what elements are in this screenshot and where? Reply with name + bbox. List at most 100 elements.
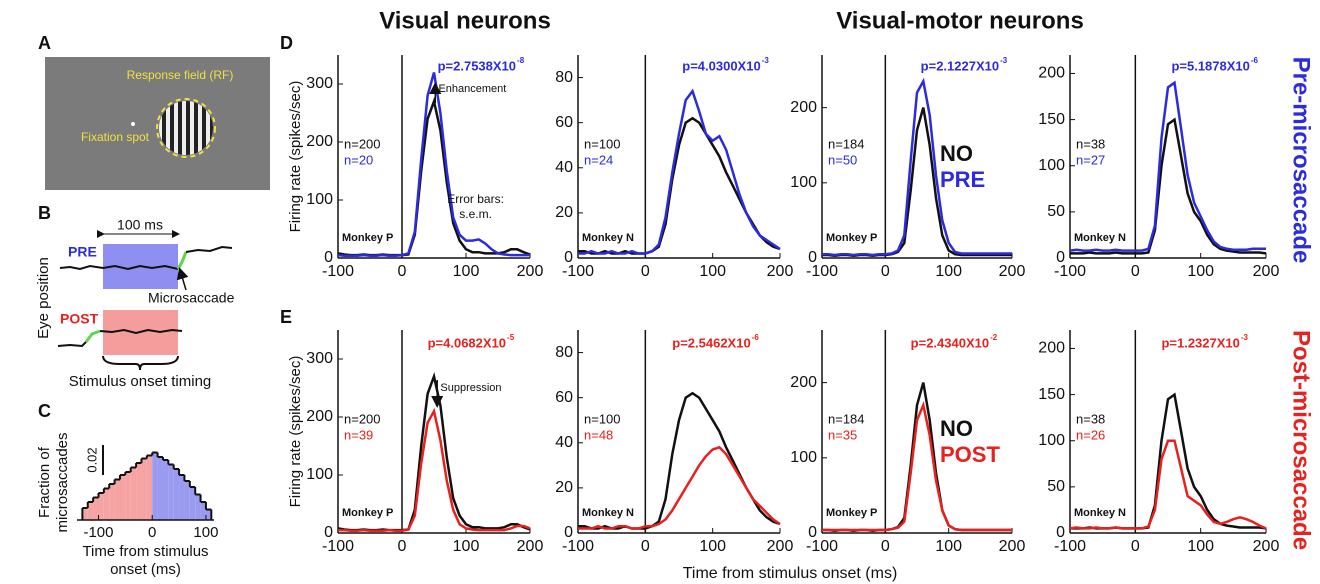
x-tick-label: 200 [999,538,1026,555]
x-tick-label: 200 [767,263,794,280]
x-tick-label: 100 [1187,263,1214,280]
x-axis-label: Time from stimulus [82,543,208,560]
x-tick-label: 0 [398,538,407,555]
y-tick-label: 0 [1056,249,1065,266]
y-tick-label: 0 [324,524,333,541]
p-exponent: -3 [762,56,770,65]
bar [141,458,147,520]
monkey-label: Monkey P [826,507,877,519]
monkey-label: Monkey N [1074,232,1126,244]
p-exponent: -2 [990,333,998,342]
p-exponent: -8 [517,56,525,65]
monkey-label: Monkey N [1074,507,1126,519]
p-value: p=1.2327X10 [1161,335,1239,350]
bar [179,475,185,520]
n-label: n=38 [1076,136,1105,151]
y-tick-label: 40 [555,159,573,176]
series-line [1070,117,1267,255]
x-tick-label: 200 [999,263,1026,280]
n-label: n=50 [828,152,857,167]
x-tick-label: 200 [767,538,794,555]
y-tick-label: 100 [1038,432,1065,449]
y-tick-label: 60 [555,389,573,406]
bar [130,467,137,520]
y-axis-label: Firing rate (spikes/sec) [287,81,304,233]
x-tick-label: 200 [1253,538,1280,555]
screen [45,57,270,190]
y-tick-label: 0 [808,524,817,541]
y-tick-label: 60 [555,114,573,131]
legend-entry: PRE [940,167,985,192]
panel-label: A [38,33,51,53]
y-axis-label: microsaccades [54,432,71,532]
x-tick-label: -100 [83,524,113,541]
p-value: p=2.4340X10 [911,335,989,350]
y-tick-label: 80 [555,69,573,86]
x-tick-label: 0 [1131,538,1140,555]
header: Visual neurons [379,7,551,34]
legend-entry: POST [940,442,1000,467]
panel-label: D [280,33,293,53]
x-tick-label: -100 [806,263,838,280]
n-label: n=184 [828,136,865,151]
x-tick-label: 0 [641,538,650,555]
legend-entry: NO [940,416,973,441]
x-tick-label: 100 [935,263,962,280]
p-exponent: -5 [507,333,515,342]
n-label: n=100 [584,411,621,426]
bar [173,469,180,520]
eye-trace [99,328,183,335]
y-tick-label: 200 [306,133,333,150]
eye-trace [57,341,87,348]
monkey-label: Monkey P [342,507,393,519]
p-exponent: -6 [752,333,760,342]
eye-trace [59,264,179,271]
panel-label: B [38,203,51,223]
annotation: s.e.m. [459,207,492,221]
bar [114,479,120,520]
bar [82,508,88,520]
x-axis-label: onset (ms) [110,561,181,578]
microsaccade-label: Microsaccade [148,290,235,306]
series-line [578,88,781,255]
annotation: Suppression [440,382,501,394]
bar [184,481,190,520]
microsaccade-trace [84,329,101,343]
y-tick-label: 100 [790,449,817,466]
x-tick-label: -100 [562,263,594,280]
n-label: n=200 [344,411,381,426]
post-label: POST [60,311,99,327]
x-tick-label: 0 [148,524,156,541]
x-tick-label: 100 [1187,538,1214,555]
p-exponent: -3 [1000,56,1008,65]
x-tick-label: 100 [699,263,726,280]
panel-label: C [38,401,51,421]
duration-label: 100 ms [117,217,163,233]
bar [162,460,169,520]
series-line [338,407,531,532]
bar [98,493,104,520]
bar [195,494,201,520]
series-line [1069,439,1267,530]
p-exponent: -3 [1241,333,1249,342]
n-label: n=48 [584,427,613,442]
n-label: n=27 [1076,152,1105,167]
x-tick-label: 200 [517,263,544,280]
bar [109,484,115,520]
p-value: p=4.0300X10 [682,58,760,73]
bar [200,502,206,520]
bar [119,475,126,520]
y-tick-label: 40 [555,434,573,451]
row-label: Pre-microsaccade [1288,57,1315,264]
y-axis-label: Firing rate (spikes/sec) [287,356,304,508]
annotation: Error bars: [447,192,504,206]
y-tick-label: 200 [1038,65,1065,82]
y-tick-label: 50 [1047,478,1065,495]
y-tick-label: 300 [306,350,333,367]
panel-label: E [280,307,292,327]
y-tick-label: 150 [1038,386,1065,403]
bar [205,509,212,520]
series-line [578,445,781,530]
y-tick-label: 0 [1056,524,1065,541]
p-value: p=4.0682X10 [428,335,506,350]
